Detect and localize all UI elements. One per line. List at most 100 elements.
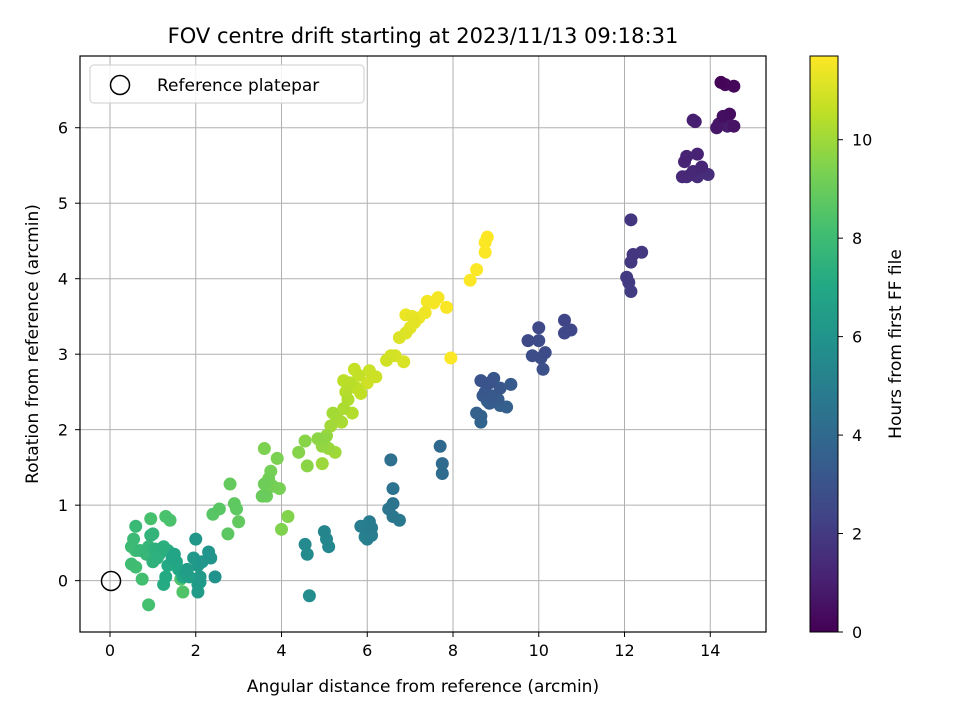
data-point	[478, 245, 492, 259]
y-tick-label: 4	[58, 270, 68, 289]
data-point	[311, 432, 325, 446]
data-point	[300, 459, 314, 473]
data-point	[690, 147, 704, 161]
legend-label-reference-platepar: Reference platepar	[157, 76, 319, 96]
data-point	[620, 270, 634, 284]
data-point	[229, 502, 243, 516]
x-tick-label: 0	[105, 641, 115, 660]
colorbar-tick-label: 10	[852, 131, 872, 150]
data-point	[532, 321, 546, 335]
data-point	[324, 419, 338, 433]
x-tick-label: 4	[276, 641, 286, 660]
data-point	[352, 368, 366, 382]
data-point	[435, 457, 449, 471]
colorbar-label: Hours from first FF file	[886, 249, 906, 439]
data-point	[626, 248, 640, 262]
data-point	[521, 334, 535, 348]
data-point	[232, 515, 246, 529]
data-point	[727, 79, 741, 93]
data-point	[362, 364, 376, 378]
data-point	[193, 570, 207, 584]
data-point	[392, 331, 406, 345]
data-point	[675, 170, 689, 184]
data-point	[221, 527, 235, 541]
reference-point-marker	[100, 570, 122, 592]
data-point	[159, 570, 173, 584]
data-point	[474, 374, 488, 388]
colorbar-tick-label: 2	[852, 525, 862, 544]
data-point	[326, 406, 340, 420]
y-tick-label: 3	[58, 345, 68, 364]
data-point	[420, 294, 434, 308]
data-point	[317, 525, 331, 539]
x-tick-label: 8	[448, 641, 458, 660]
y-tick-label: 5	[58, 194, 68, 213]
data-point	[444, 351, 458, 365]
data-point	[167, 547, 181, 561]
data-point	[470, 263, 484, 277]
data-point	[435, 466, 449, 480]
legend-marker	[109, 74, 131, 96]
chart-title: FOV centre drift starting at 2023/11/13 …	[168, 24, 679, 48]
data-point	[202, 545, 216, 559]
data-point	[189, 532, 203, 546]
plot-frame	[79, 55, 767, 633]
data-point	[159, 509, 173, 523]
data-point	[144, 512, 158, 526]
data-point	[180, 562, 194, 576]
data-point	[557, 313, 571, 327]
colorbar: 0 2 4 6 8 10 Hours from first FF file	[809, 55, 906, 642]
y-tick-label: 2	[58, 421, 68, 440]
data-point	[386, 482, 400, 496]
data-point	[431, 291, 445, 305]
data-point	[532, 334, 546, 348]
data-point	[380, 353, 394, 367]
data-point	[315, 457, 329, 471]
data-point	[124, 557, 138, 571]
x-tick-label: 12	[614, 641, 634, 660]
y-axis-ticks: 0 1 2 3 4 5 6	[58, 119, 80, 591]
data-point	[257, 442, 271, 456]
data-point	[275, 522, 289, 536]
y-tick-label: 1	[58, 496, 68, 515]
x-tick-label: 2	[191, 641, 201, 660]
x-tick-label: 6	[362, 641, 372, 660]
x-axis-label: Angular distance from reference (arcmin)	[247, 677, 599, 697]
data-point	[714, 75, 728, 89]
data-point	[386, 497, 400, 511]
data-point	[723, 107, 737, 121]
colorbar-ticks: 0 2 4 6 8 10	[838, 131, 872, 642]
data-point	[129, 519, 143, 533]
colorbar-tick-label: 4	[852, 426, 862, 445]
data-point	[686, 113, 700, 127]
data-point	[176, 585, 190, 599]
data-point	[298, 537, 312, 551]
y-tick-label: 6	[58, 119, 68, 138]
data-point	[257, 477, 271, 491]
data-point	[142, 598, 156, 612]
data-point	[710, 121, 724, 135]
data-point	[536, 362, 550, 376]
data-point	[440, 300, 454, 314]
legend: Reference platepar	[89, 64, 365, 104]
x-tick-label: 14	[700, 641, 720, 660]
data-point	[281, 509, 295, 523]
data-point	[208, 570, 222, 584]
colorbar-tick-label: 8	[852, 229, 862, 248]
y-axis-label: Rotation from reference (arcmin)	[23, 204, 43, 484]
legend-box	[89, 64, 365, 104]
data-point	[680, 149, 694, 163]
data-point	[624, 213, 638, 227]
data-point	[384, 453, 398, 467]
x-tick-label: 10	[529, 641, 549, 660]
data-points	[124, 75, 741, 612]
data-point	[433, 439, 447, 453]
data-point	[463, 273, 477, 287]
data-point	[255, 489, 269, 503]
data-point	[727, 119, 741, 133]
colorbar-tick-label: 6	[852, 328, 862, 347]
data-point	[223, 477, 237, 491]
grid-lines	[80, 56, 766, 632]
data-point	[144, 528, 158, 542]
